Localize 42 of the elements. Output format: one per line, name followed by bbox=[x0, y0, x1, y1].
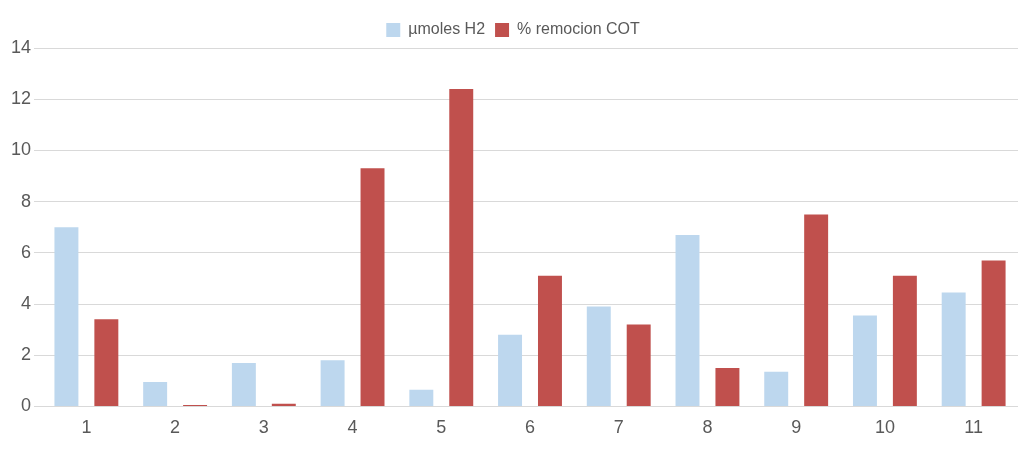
x-tick-label: 5 bbox=[436, 417, 447, 438]
legend-label: µmoles H2 bbox=[408, 20, 486, 38]
y-tick-label: 14 bbox=[10, 36, 32, 57]
y-tick-label: 8 bbox=[21, 190, 32, 211]
y-tick-label: 10 bbox=[10, 139, 32, 160]
bar bbox=[449, 88, 474, 406]
bar bbox=[143, 382, 168, 406]
bar bbox=[981, 260, 1006, 406]
legend-label: % remocion COT bbox=[517, 20, 640, 38]
bar bbox=[804, 214, 829, 406]
y-tick-label: 6 bbox=[21, 241, 32, 262]
bar bbox=[320, 360, 345, 406]
bar bbox=[231, 362, 256, 406]
x-tick-label: 8 bbox=[702, 417, 713, 438]
bar bbox=[94, 319, 119, 406]
x-tick-label: 9 bbox=[791, 417, 802, 438]
bar bbox=[271, 403, 296, 406]
x-tick-label: 3 bbox=[258, 417, 269, 438]
x-tick-label: 6 bbox=[525, 417, 536, 438]
bar bbox=[852, 315, 877, 406]
bar bbox=[715, 368, 740, 406]
y-tick-label: 4 bbox=[21, 292, 32, 313]
bar bbox=[764, 371, 789, 406]
x-tick-label: 4 bbox=[347, 417, 358, 438]
x-tick-label: 10 bbox=[874, 417, 895, 438]
y-tick-label: 2 bbox=[21, 344, 32, 365]
bar bbox=[675, 234, 700, 406]
bar bbox=[626, 324, 651, 406]
bar bbox=[54, 227, 79, 406]
bar bbox=[360, 168, 385, 406]
bar bbox=[538, 275, 562, 406]
y-tick-label: 0 bbox=[21, 395, 32, 416]
bar bbox=[498, 334, 523, 406]
x-tick-label: 2 bbox=[170, 417, 181, 438]
x-tick-label: 11 bbox=[964, 417, 983, 438]
bar bbox=[941, 292, 966, 406]
x-tick-label: 1 bbox=[81, 417, 92, 438]
bar bbox=[409, 389, 434, 406]
y-tick-label: 12 bbox=[10, 88, 32, 109]
x-tick-label: 7 bbox=[613, 417, 624, 438]
bar bbox=[892, 275, 917, 406]
bar bbox=[586, 306, 611, 406]
